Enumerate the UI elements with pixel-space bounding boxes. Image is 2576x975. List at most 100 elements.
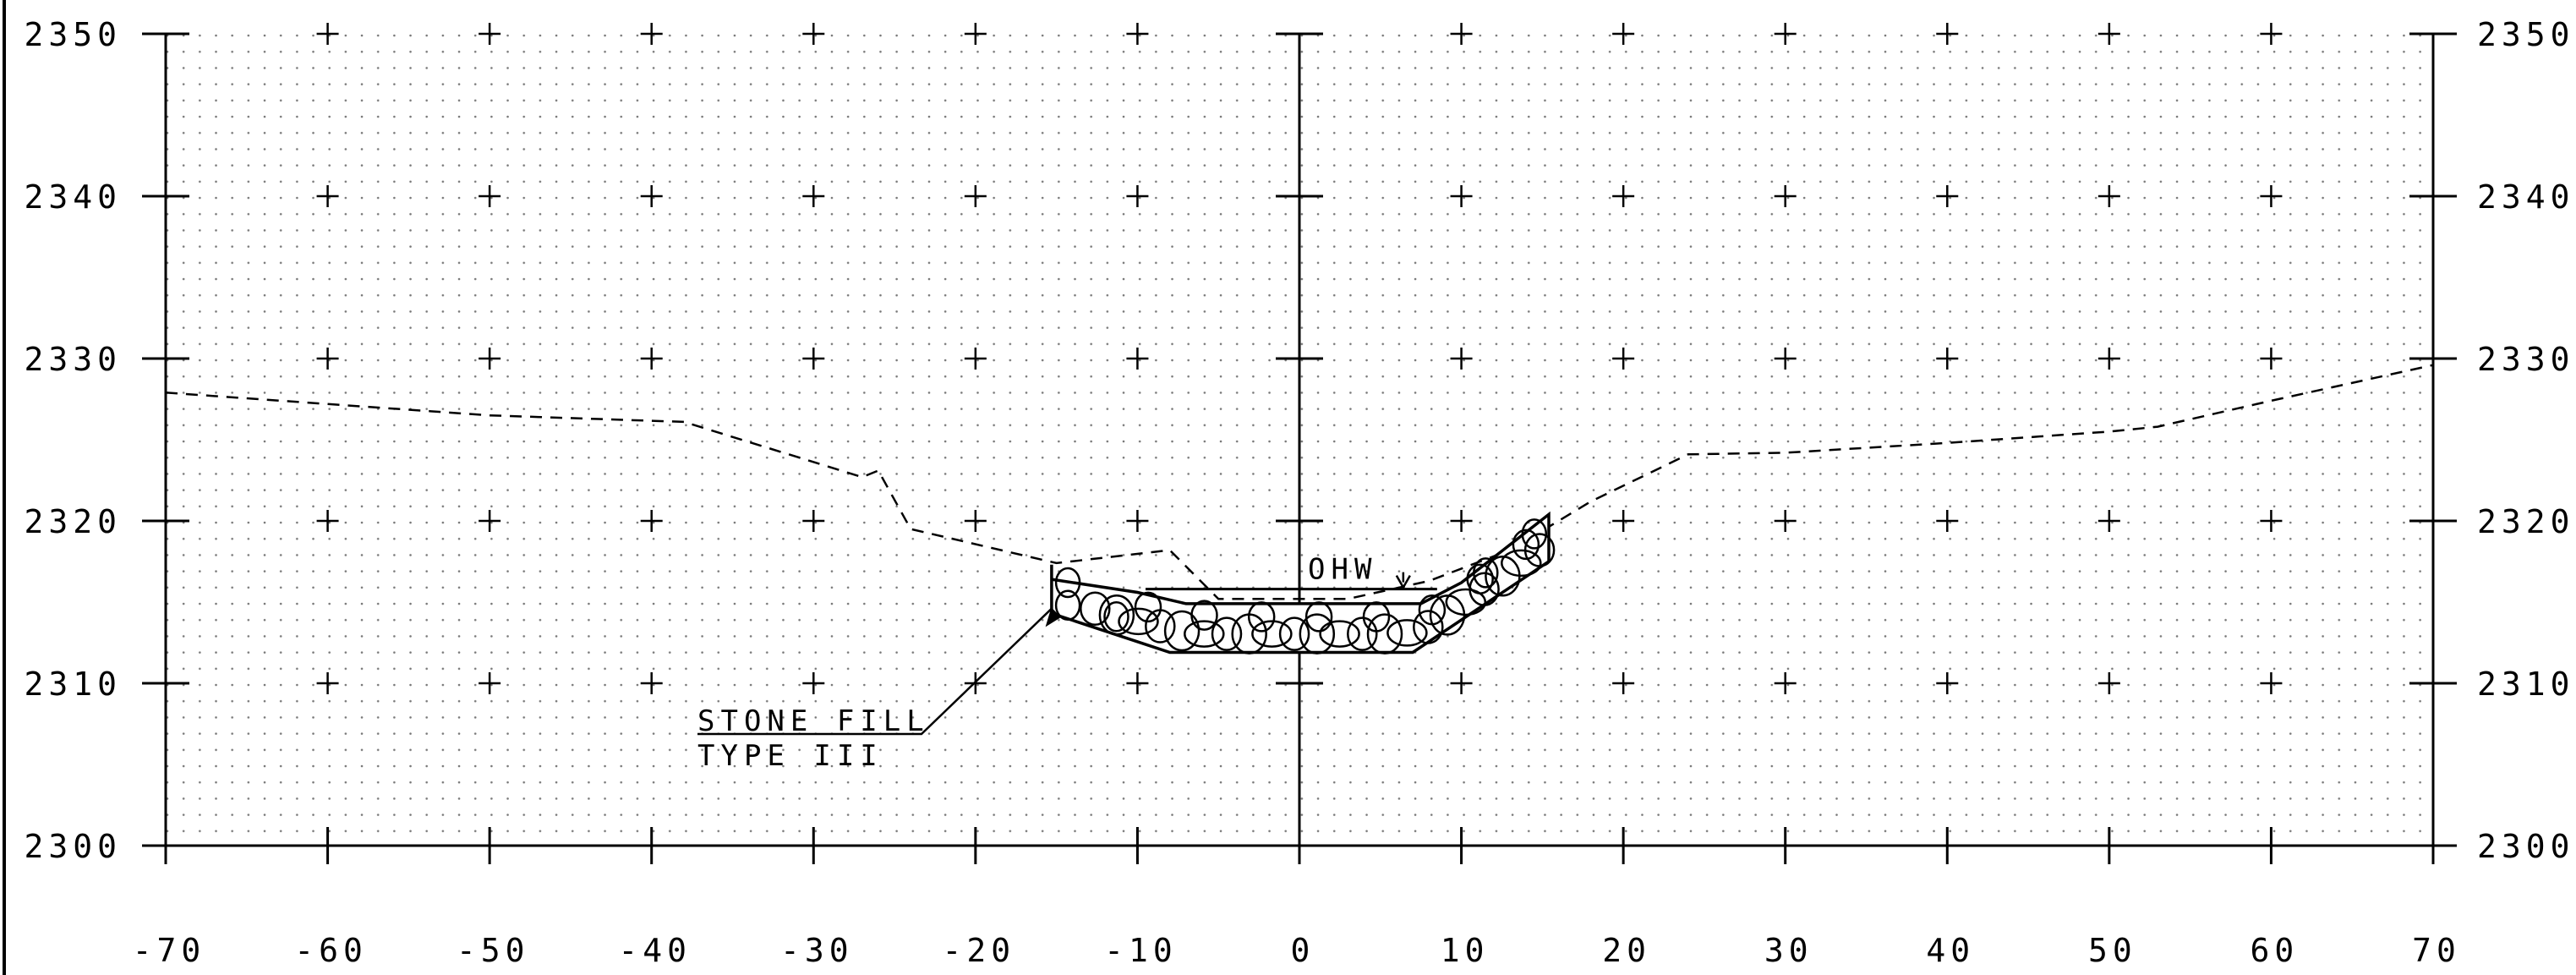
stone	[1418, 594, 1447, 626]
stone	[1080, 591, 1111, 627]
grid-cross	[802, 23, 825, 45]
grid-cross	[802, 348, 825, 370]
stone	[1103, 601, 1129, 633]
callout-leader	[697, 607, 1053, 736]
grid-cross	[640, 185, 663, 207]
grid-cross	[802, 510, 825, 532]
stone	[1278, 616, 1310, 651]
grid-cross	[316, 185, 339, 207]
grid-cross	[964, 185, 987, 207]
x-tick-label: -60	[294, 932, 368, 969]
grid-cross	[2097, 185, 2120, 207]
stone	[1347, 616, 1378, 651]
y-tick-label-left: 2300	[24, 828, 122, 865]
x-tick-label: -10	[1104, 932, 1178, 969]
y-tick-label-left: 2340	[24, 178, 122, 216]
stone	[1054, 589, 1081, 622]
x-tick-label: 20	[1602, 932, 1651, 969]
grid-cross	[2260, 348, 2283, 370]
grid-cross	[1936, 185, 1959, 207]
y-tick-label-right: 2320	[2477, 503, 2575, 540]
x-tick-label: -70	[133, 932, 206, 969]
grid-cross	[1774, 185, 1797, 207]
grid-cross	[479, 185, 501, 207]
y-tick-label-left: 2310	[24, 666, 122, 703]
ohw-arrow	[1395, 572, 1411, 590]
grid-cross	[2260, 185, 2283, 207]
grid-cross	[1936, 348, 1959, 370]
stone-fill	[1050, 511, 1556, 655]
grid-cross	[479, 510, 501, 532]
stone	[1299, 613, 1336, 655]
grid-cross	[1612, 348, 1635, 370]
x-tick-label: -40	[618, 932, 692, 969]
ohw-label: OHW	[1308, 553, 1377, 587]
x-tick-label: 60	[2251, 932, 2300, 969]
stone	[1445, 588, 1487, 616]
y-tick-label-right: 2300	[2477, 828, 2575, 865]
y-tick-label-left: 2320	[24, 503, 122, 540]
grid-cross	[1774, 348, 1797, 370]
x-tick-label: 40	[1926, 932, 1975, 969]
grid-cross	[640, 672, 663, 694]
stone	[1163, 610, 1200, 652]
stone	[1386, 619, 1428, 647]
grid-cross	[1450, 185, 1473, 207]
x-tick-label: -20	[943, 932, 1016, 969]
grid-cross	[964, 510, 987, 532]
grid-cross	[1612, 510, 1635, 532]
grid-cross	[1126, 23, 1149, 45]
y-tick-label-right: 2310	[2477, 666, 2575, 703]
stone	[1521, 518, 1548, 550]
x-tick-label: -50	[457, 932, 530, 969]
grid-cross	[640, 510, 663, 532]
y-tick-label-right: 2340	[2477, 178, 2575, 216]
grid-cross	[964, 23, 987, 45]
stone	[1366, 613, 1403, 655]
grid-cross	[316, 348, 339, 370]
grid-cross	[1612, 672, 1635, 694]
stone	[1134, 591, 1162, 623]
grid-cross	[316, 23, 339, 45]
y-tick-label-right: 2330	[2477, 341, 2575, 378]
grid-cross	[1936, 672, 1959, 694]
grid-cross	[802, 185, 825, 207]
grid-cross	[1774, 23, 1797, 45]
grid-cross	[1126, 348, 1149, 370]
stone	[1413, 610, 1444, 644]
grid-cross	[316, 672, 339, 694]
x-tick-label: -30	[780, 932, 854, 969]
grid-cross	[316, 510, 339, 532]
grid-cross	[2097, 510, 2120, 532]
stone	[1362, 601, 1391, 633]
stone	[1319, 620, 1360, 648]
ohw-marker: OHW	[1146, 553, 1437, 591]
x-tick-label: 30	[1764, 932, 1813, 969]
grid-cross	[640, 23, 663, 45]
grid-cross	[640, 348, 663, 370]
x-tick-label: 0	[1291, 932, 1315, 969]
stone	[1184, 620, 1225, 648]
grid-cross	[479, 348, 501, 370]
stone	[1190, 600, 1218, 631]
y-tick-label-left: 2350	[24, 16, 122, 53]
grid-cross	[1450, 672, 1473, 694]
grid-cross	[802, 672, 825, 694]
stone	[1251, 620, 1293, 648]
callout-line-1: STONE FILL	[697, 704, 930, 738]
x-tick-label: 70	[2412, 932, 2461, 969]
stone	[1473, 557, 1499, 589]
grid-cross	[1774, 510, 1797, 532]
grid-cross	[964, 348, 987, 370]
existing-ground-line	[165, 364, 2434, 600]
stone	[1098, 594, 1135, 636]
grid-cross	[1126, 185, 1149, 207]
stone	[1512, 529, 1540, 561]
x-axis-labels: -70 -60 -50 -40 -30 -20 -10 0 10 20 30 40 50 60 70	[133, 932, 2461, 969]
stone	[1054, 567, 1081, 599]
grid-cross	[1450, 510, 1473, 532]
stone	[1501, 549, 1542, 578]
x-tick-label: 10	[1441, 932, 1490, 969]
grid-cross	[1126, 510, 1149, 532]
